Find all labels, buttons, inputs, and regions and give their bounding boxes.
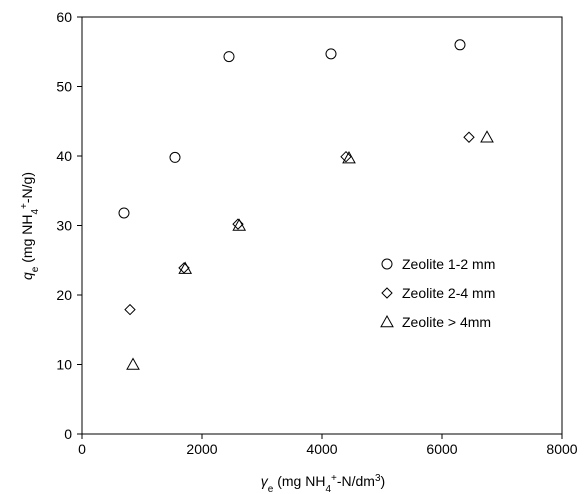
y-tick-label: 30	[56, 218, 72, 234]
legend-marker-triangle	[380, 314, 394, 328]
legend-label: Zeolite > 4mm	[402, 314, 491, 330]
y-tick-label: 20	[56, 287, 72, 303]
x-tick-label: 0	[78, 441, 86, 457]
series-3	[126, 130, 494, 370]
y-tick-label: 0	[64, 426, 72, 442]
x-axis-label: γe (mg NH4+-N/dm3)	[261, 473, 385, 494]
x-tick-label: 6000	[426, 441, 457, 457]
data-point-diamond	[340, 150, 352, 163]
x-tick-label: 4000	[306, 441, 337, 457]
data-point-diamond	[124, 303, 136, 316]
data-point-circle	[223, 51, 235, 63]
data-point-diamond	[463, 131, 475, 143]
y-tick-label: 10	[56, 357, 72, 373]
y-axis-label: qe (mg NH4+-N/g)	[19, 172, 41, 280]
y-axis: 0 10 20 30 40 50 60	[56, 9, 82, 442]
y-tick-label: 40	[56, 148, 72, 164]
data-point-triangle	[126, 357, 140, 370]
data-point-triangle	[342, 151, 356, 164]
legend-label: Zeolite 2-4 mm	[402, 285, 495, 301]
data-point-triangle	[232, 218, 247, 231]
data-point-triangle	[178, 261, 193, 274]
legend-label: Zeolite 1-2 mm	[402, 256, 495, 272]
legend-marker-circle	[381, 258, 393, 270]
data-points	[118, 39, 494, 370]
legend: Zeolite 1-2 mm Zeolite 2-4 mm Zeolite > 4m…	[380, 256, 495, 330]
data-point-circle	[325, 48, 337, 60]
data-point-circle	[169, 151, 181, 163]
plot-area	[81, 16, 563, 435]
legend-marker-diamond	[381, 287, 393, 299]
data-point-triangle	[480, 130, 494, 143]
x-axis: 0 2000 4000 6000 8000	[78, 434, 578, 457]
y-tick-label: 60	[56, 9, 72, 25]
data-point-circle	[118, 207, 130, 219]
legend-item: Zeolite 2-4 mm	[381, 285, 495, 301]
legend-item: Zeolite > 4mm	[380, 314, 491, 330]
x-tick-label: 8000	[546, 441, 577, 457]
y-tick-label: 50	[56, 79, 72, 95]
x-tick-label: 2000	[186, 441, 217, 457]
data-point-circle	[454, 39, 466, 51]
series-1	[118, 39, 466, 219]
plot-border	[81, 16, 563, 435]
legend-item: Zeolite 1-2 mm	[381, 256, 495, 272]
